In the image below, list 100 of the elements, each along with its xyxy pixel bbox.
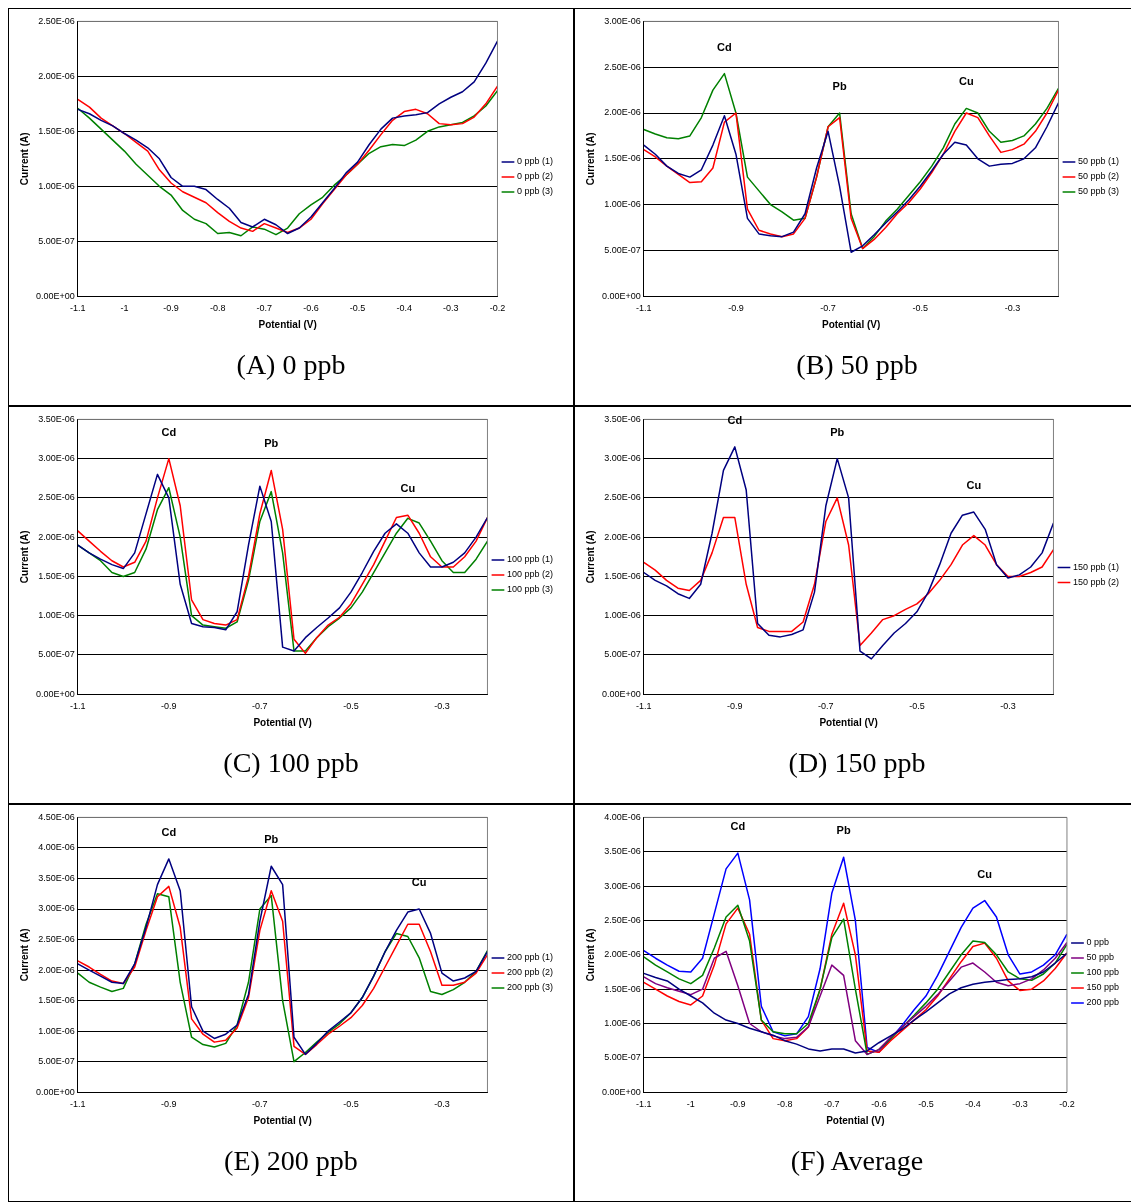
legend-label: 50 ppb (2) [1077, 171, 1119, 182]
y-tick-label: 2.00E-06 [38, 531, 75, 542]
annotation: Cd [161, 825, 177, 838]
y-axis-title: Current (A) [18, 928, 30, 982]
y-tick-label: 1.50E-06 [38, 125, 75, 136]
legend-label: 50 ppb (3) [1077, 186, 1119, 197]
y-tick-label: 4.00E-06 [604, 811, 641, 822]
legend-label: 0 ppb (1) [516, 156, 554, 167]
legend-label: 150 ppb (2) [1072, 576, 1120, 587]
y-axis-title: Current (A) [584, 132, 596, 186]
y-tick-label: 1.00E-06 [604, 199, 641, 210]
annotation: Cd [161, 425, 177, 438]
x-tick-label: -1.1 [636, 1099, 652, 1110]
annotation: Cu [966, 479, 982, 492]
x-tick-label: -0.2 [1059, 1099, 1075, 1110]
legend-label: 200 ppb [1086, 997, 1120, 1008]
y-tick-label: 5.00E-07 [604, 649, 641, 660]
annotation: Pb [264, 437, 279, 450]
y-tick-label: 4.50E-06 [38, 811, 75, 822]
y-tick-label: 5.00E-07 [604, 1052, 641, 1063]
x-tick-label: -0.3 [1000, 701, 1016, 712]
x-axis-title: Potential (V) [258, 318, 317, 330]
x-tick-label: -1 [120, 303, 129, 314]
x-tick-label: -0.7 [818, 701, 834, 712]
x-tick-label: -0.9 [163, 303, 179, 314]
y-tick-label: 2.50E-06 [604, 61, 641, 72]
text: (C) 100 ppb [223, 747, 359, 779]
x-tick-label: -0.7 [820, 303, 836, 314]
x-tick-label: -1.1 [636, 303, 652, 314]
annotation: Cu [977, 867, 993, 880]
y-tick-label: 0.00E+00 [601, 1086, 641, 1097]
text: (E) 200 ppb [224, 1145, 358, 1177]
x-tick-label: -0.7 [252, 701, 268, 712]
x-tick-label: -1.1 [70, 303, 86, 314]
legend-label: 0 ppb (2) [516, 171, 554, 182]
y-tick-label: 2.50E-06 [38, 15, 75, 26]
y-tick-label: 0.00E+00 [35, 1086, 75, 1097]
x-axis-title: Potential (V) [826, 1114, 885, 1126]
legend-label: 100 ppb (1) [506, 554, 554, 565]
x-tick-label: -0.3 [434, 1099, 450, 1110]
y-tick-label: 3.50E-06 [604, 846, 641, 857]
text: (A) 0 ppb [236, 349, 346, 381]
y-tick-label: 1.00E-06 [38, 610, 75, 621]
y-tick-label: 3.50E-06 [38, 413, 75, 424]
y-axis-title: Current (A) [18, 530, 30, 584]
annotation: Cd [717, 40, 732, 53]
y-tick-label: 5.00E-07 [38, 235, 75, 246]
legend-label: 200 ppb (3) [506, 982, 554, 993]
x-tick-label: -0.2 [489, 303, 506, 314]
y-tick-label: 3.00E-06 [604, 453, 641, 464]
y-axis-title: Current (A) [18, 132, 30, 186]
x-tick-label: -0.9 [730, 1099, 746, 1110]
y-tick-label: 2.50E-06 [38, 492, 75, 503]
y-tick-label: 3.50E-06 [604, 413, 641, 424]
x-axis-title: Potential (V) [253, 1114, 312, 1126]
x-axis-title: Potential (V) [253, 716, 312, 728]
annotation: Pb [836, 824, 851, 837]
x-tick-label: -0.7 [252, 1099, 268, 1110]
x-tick-label: -0.8 [777, 1099, 793, 1110]
legend-label: 150 ppb [1086, 982, 1120, 993]
legend-label: 100 ppb (3) [506, 584, 554, 595]
y-tick-label: 5.00E-07 [604, 244, 641, 255]
y-tick-label: 4.00E-06 [38, 842, 75, 853]
y-tick-label: 1.50E-06 [604, 570, 641, 581]
x-tick-label: -1.1 [70, 1099, 86, 1110]
y-tick-label: 2.00E-06 [604, 531, 641, 542]
y-tick-label: 0.00E+00 [601, 290, 641, 301]
y-tick-label: 1.50E-06 [38, 570, 75, 581]
x-tick-label: -0.9 [161, 1099, 177, 1110]
y-axis-title: Current (A) [584, 530, 596, 584]
y-tick-label: 3.50E-06 [38, 872, 75, 883]
y-tick-label: 3.00E-06 [604, 880, 641, 891]
y-tick-label: 1.00E-06 [604, 610, 641, 621]
annotation: Pb [830, 425, 845, 438]
legend-label: 0 ppb [1086, 937, 1109, 948]
x-tick-label: -0.5 [918, 1099, 934, 1110]
y-tick-label: 5.00E-07 [38, 1056, 75, 1067]
x-tick-label: -1.1 [70, 701, 86, 712]
y-tick-label: 1.50E-06 [604, 153, 641, 164]
x-tick-label: -0.3 [1012, 1099, 1028, 1110]
x-tick-label: -0.5 [349, 303, 366, 314]
x-tick-label: -1 [686, 1099, 695, 1110]
y-tick-label: 2.50E-06 [38, 934, 75, 945]
y-tick-label: 0.00E+00 [35, 290, 75, 301]
annotation: Cu [400, 482, 416, 495]
y-tick-label: 0.00E+00 [35, 688, 75, 699]
y-tick-label: 3.00E-06 [604, 15, 641, 26]
x-tick-label: -0.4 [965, 1099, 981, 1110]
y-tick-label: 1.50E-06 [604, 983, 641, 994]
x-tick-label: -1.1 [636, 701, 652, 712]
legend-label: 0 ppb (3) [516, 186, 554, 197]
y-tick-label: 1.00E-06 [38, 180, 75, 191]
y-tick-label: 2.00E-06 [38, 70, 75, 81]
text: (B) 50 ppb [796, 349, 918, 381]
text: (F) Average [790, 1145, 924, 1177]
annotation: Cd [730, 820, 746, 833]
y-axis-title: Current (A) [584, 928, 596, 982]
x-tick-label: -0.7 [824, 1099, 840, 1110]
x-tick-label: -0.9 [727, 701, 743, 712]
x-tick-label: -0.9 [728, 303, 744, 314]
